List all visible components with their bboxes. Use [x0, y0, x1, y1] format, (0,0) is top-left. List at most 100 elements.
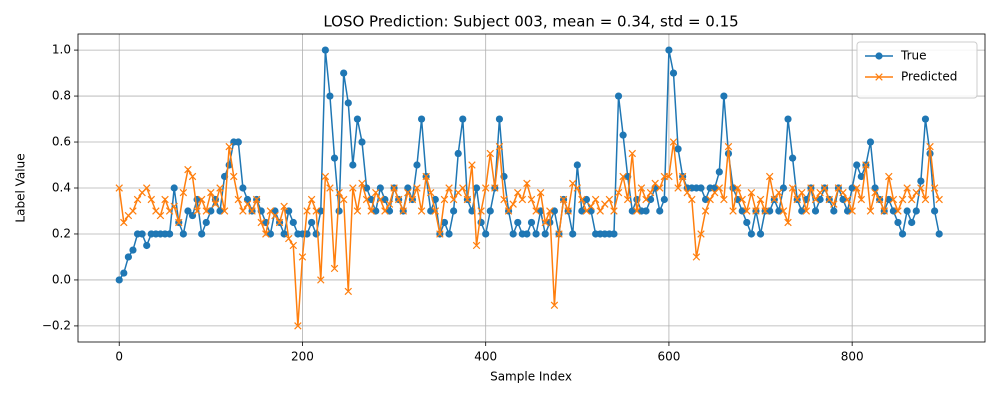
chart-title: LOSO Prediction: Subject 003, mean = 0.3… [323, 13, 738, 31]
series [115, 138, 943, 330]
data-point [184, 165, 192, 174]
data-point [179, 188, 188, 197]
data-point [871, 188, 879, 197]
data-point [330, 154, 339, 162]
data-point [175, 218, 183, 227]
data-point [701, 207, 710, 215]
data-point [170, 184, 178, 192]
data-point [385, 200, 394, 208]
data-point [839, 188, 847, 197]
data-point [445, 230, 453, 238]
data-point [129, 207, 137, 215]
data-point [843, 207, 852, 215]
data-point [811, 207, 820, 215]
data-point [216, 184, 224, 192]
data-point [450, 207, 458, 215]
data-point [775, 188, 783, 197]
data-point [143, 241, 151, 250]
data-point [610, 230, 618, 238]
data-point [656, 184, 664, 192]
data-point [248, 207, 256, 215]
data-point [289, 218, 297, 227]
data-point [587, 202, 595, 211]
data-point [706, 195, 714, 204]
data-point [536, 188, 545, 197]
data-point [321, 172, 330, 181]
data-point [284, 234, 293, 243]
data-point [820, 184, 829, 192]
data-point [298, 253, 307, 261]
data-point [257, 218, 265, 227]
y-tick-label: 0.8 [52, 89, 71, 103]
data-point [335, 207, 343, 215]
data-point [660, 195, 668, 204]
data-point [573, 184, 582, 192]
data-point [628, 207, 636, 215]
data-point [477, 207, 485, 215]
data-point [445, 184, 453, 192]
data-point [674, 145, 682, 153]
data-point [770, 195, 779, 204]
data-point [642, 195, 650, 204]
data-point [225, 142, 233, 151]
data-point [481, 184, 490, 192]
data-point [399, 207, 407, 215]
data-point [156, 211, 165, 220]
data-point [381, 207, 389, 215]
data-point [353, 207, 362, 215]
data-point [747, 230, 755, 238]
data-point [198, 230, 206, 238]
data-point [912, 207, 920, 215]
legend-marker [875, 73, 883, 81]
data-point [133, 195, 142, 204]
data-point [733, 184, 742, 192]
data-point [234, 138, 242, 146]
data-point [308, 218, 316, 227]
data-point [472, 184, 481, 192]
data-point [784, 218, 792, 227]
data-point [376, 195, 385, 204]
data-point [830, 207, 838, 215]
data-point [440, 195, 449, 204]
data-point [720, 92, 728, 100]
y-tick-label: 1.0 [52, 43, 71, 57]
data-point [701, 195, 710, 204]
data-point [747, 188, 756, 197]
data-point [120, 218, 128, 227]
data-point [335, 188, 343, 197]
data-point [935, 230, 943, 238]
data-point [798, 207, 806, 215]
data-point [463, 195, 472, 204]
data-point [197, 195, 206, 204]
data-point [894, 218, 902, 227]
data-point [931, 207, 939, 215]
data-point [724, 142, 733, 151]
data-point [871, 184, 879, 192]
data-point [243, 200, 252, 208]
data-point [889, 195, 898, 204]
data-point [848, 184, 856, 192]
data-point [907, 195, 916, 204]
data-point [789, 154, 797, 162]
data-point [307, 195, 316, 204]
data-point [573, 161, 581, 169]
data-point [349, 161, 357, 169]
data-point [275, 218, 284, 227]
data-point [294, 322, 302, 330]
data-point [633, 207, 641, 215]
data-point [866, 207, 875, 215]
data-point [317, 207, 325, 215]
data-point [811, 195, 820, 204]
data-point [491, 184, 499, 192]
data-point [202, 207, 210, 215]
data-point [262, 230, 270, 238]
data-point [614, 188, 623, 197]
data-point [330, 264, 339, 273]
legend-label: Predicted [901, 70, 957, 84]
data-point [619, 131, 627, 139]
data-point [436, 230, 444, 238]
data-point [166, 230, 174, 238]
data-point [179, 230, 187, 238]
data-point [564, 207, 572, 215]
data-point [417, 115, 426, 123]
